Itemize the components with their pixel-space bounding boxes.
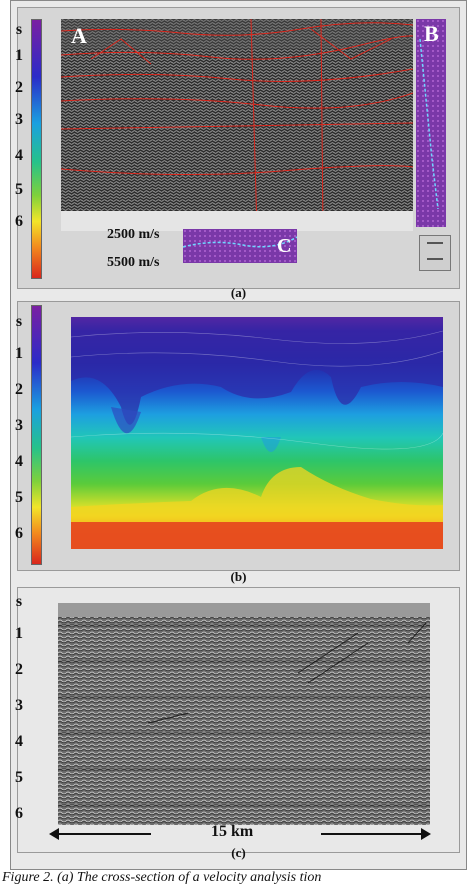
distance-scale-label: 15 km: [211, 823, 254, 840]
seismic-section-plot: A: [61, 19, 413, 231]
figure-caption: Figure 2. (a) The cross-section of a vel…: [2, 870, 322, 885]
panel-c-tick: s: [15, 593, 23, 610]
panel-c-tick: 2: [15, 661, 23, 678]
panel-c-tick: 6: [15, 805, 23, 822]
panel-b-tick: 6: [15, 525, 23, 542]
panel-a-mini-control: [419, 235, 451, 271]
panel-a-tick: 1: [15, 47, 23, 64]
panel-a-tick: 6: [15, 213, 23, 230]
panel-b-tick: 4: [15, 453, 23, 470]
velocity-spectrum-plot: B: [416, 19, 446, 227]
panel-b-tick: 2: [15, 381, 23, 398]
velocity-spectrum-graphic: [416, 19, 446, 227]
panel-c-tick: 1: [15, 625, 23, 642]
distance-arrowhead-left: [49, 828, 59, 840]
distance-arrow-left: [53, 833, 151, 835]
panel-a-color-scale: [31, 19, 42, 279]
distance-arrow-right: [321, 833, 421, 835]
panel-a-tick: 4: [15, 147, 23, 164]
distance-arrowhead-right: [421, 828, 431, 840]
panel-b-tick: 3: [15, 417, 23, 434]
velocity-model-plot: [71, 317, 443, 549]
panel-c-tick: 5: [15, 769, 23, 786]
panel-a-tick: s: [15, 21, 23, 38]
panel-c-tick: 3: [15, 697, 23, 714]
label-C: C: [277, 235, 292, 257]
panel-b-tick: s: [15, 313, 23, 330]
velocity-detail-graphic: [183, 229, 297, 263]
label-A: A: [71, 23, 87, 48]
velocity-model-graphic: [71, 317, 443, 549]
migrated-section-plot: [58, 603, 430, 825]
label-B: B: [424, 21, 439, 46]
velocity-detail-plot: C: [183, 229, 297, 263]
figure-frame: s 1 2 3 4 5 6: [10, 0, 467, 870]
panel-a-tick: 2: [15, 79, 23, 96]
panel-c-caption: (c): [231, 845, 246, 860]
migrated-section-graphic: [58, 603, 430, 825]
velocity-low-label: 2500 m/s: [107, 227, 160, 242]
seismic-section-graphic: [61, 19, 413, 231]
panel-c-tick: 4: [15, 733, 23, 750]
panel-b-caption: (b): [230, 569, 247, 584]
mini-control-stack: [427, 242, 443, 260]
panel-a-tick: 5: [15, 181, 23, 198]
panel-b-tick: 1: [15, 345, 23, 362]
panel-b-tick: 5: [15, 489, 23, 506]
panel-a-tick: 3: [15, 111, 23, 128]
panel-a-caption: (a): [230, 285, 247, 300]
panel-b-color-scale: [31, 305, 42, 565]
velocity-high-label: 5500 m/s: [107, 255, 160, 270]
